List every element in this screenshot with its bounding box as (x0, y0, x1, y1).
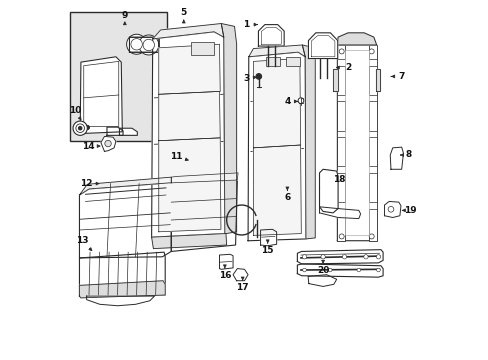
Polygon shape (86, 296, 154, 306)
Circle shape (328, 268, 331, 272)
Polygon shape (171, 173, 238, 183)
Polygon shape (80, 57, 122, 134)
Text: 1: 1 (243, 20, 249, 29)
Polygon shape (80, 177, 171, 195)
Polygon shape (219, 254, 233, 269)
Circle shape (298, 98, 303, 104)
Polygon shape (297, 249, 382, 264)
Bar (337, 95, 376, 102)
Bar (337, 45, 344, 241)
Text: 8: 8 (405, 150, 411, 159)
Circle shape (85, 125, 89, 130)
Polygon shape (297, 264, 382, 277)
Text: 14: 14 (82, 141, 95, 150)
Polygon shape (307, 275, 336, 287)
Text: 18: 18 (332, 175, 345, 184)
Polygon shape (80, 183, 171, 258)
Bar (368, 45, 376, 241)
Polygon shape (258, 24, 284, 46)
Polygon shape (319, 169, 337, 213)
Circle shape (368, 49, 373, 54)
Polygon shape (107, 127, 123, 135)
Bar (265, 58, 280, 66)
Circle shape (131, 39, 142, 50)
Text: 2: 2 (344, 63, 350, 72)
Bar (337, 131, 376, 137)
Text: 13: 13 (76, 236, 88, 245)
Bar (344, 50, 368, 235)
Polygon shape (384, 202, 400, 217)
Circle shape (76, 124, 84, 132)
Polygon shape (337, 33, 376, 45)
Bar (337, 166, 376, 173)
Circle shape (143, 39, 154, 51)
Text: 10: 10 (68, 106, 81, 115)
Circle shape (368, 234, 373, 239)
Polygon shape (159, 44, 220, 94)
Circle shape (320, 255, 325, 259)
Bar (190, 42, 214, 55)
Circle shape (376, 255, 380, 259)
Text: 20: 20 (316, 266, 328, 275)
Polygon shape (159, 91, 220, 141)
Polygon shape (80, 252, 165, 296)
Text: 4: 4 (284, 97, 290, 106)
Circle shape (302, 268, 305, 272)
Text: 6: 6 (284, 193, 290, 202)
Polygon shape (221, 23, 236, 234)
Circle shape (356, 268, 360, 272)
Bar (337, 59, 376, 66)
Polygon shape (151, 234, 226, 249)
Polygon shape (159, 138, 221, 232)
Text: 11: 11 (170, 152, 183, 161)
Polygon shape (247, 52, 305, 241)
Polygon shape (389, 147, 403, 169)
Bar (285, 58, 299, 66)
Text: 5: 5 (180, 8, 186, 17)
Circle shape (139, 35, 159, 55)
Text: 15: 15 (261, 246, 273, 255)
Polygon shape (152, 23, 224, 39)
Polygon shape (260, 229, 276, 246)
Circle shape (339, 234, 344, 239)
Bar (70, 12, 166, 141)
Polygon shape (253, 59, 300, 148)
Text: 16: 16 (218, 271, 231, 280)
Polygon shape (248, 45, 305, 57)
Polygon shape (375, 69, 380, 91)
Polygon shape (101, 136, 116, 152)
Circle shape (387, 206, 393, 212)
Polygon shape (80, 281, 165, 298)
Circle shape (302, 255, 306, 259)
Circle shape (126, 34, 146, 54)
Circle shape (255, 73, 261, 79)
Polygon shape (151, 32, 224, 237)
Text: 19: 19 (404, 206, 416, 215)
Circle shape (78, 126, 82, 130)
Polygon shape (308, 33, 337, 59)
Text: 17: 17 (236, 283, 248, 292)
Circle shape (376, 268, 380, 272)
Polygon shape (319, 207, 360, 219)
Polygon shape (302, 45, 315, 239)
Polygon shape (119, 128, 137, 135)
Polygon shape (129, 37, 159, 52)
Circle shape (342, 255, 346, 259)
Circle shape (363, 255, 367, 259)
Polygon shape (253, 145, 301, 235)
Text: 7: 7 (398, 72, 404, 81)
Polygon shape (171, 180, 237, 251)
Polygon shape (233, 269, 247, 281)
Circle shape (73, 121, 87, 135)
Polygon shape (332, 69, 337, 91)
Text: 12: 12 (80, 179, 93, 188)
Circle shape (104, 140, 111, 147)
Circle shape (339, 49, 344, 54)
Text: 3: 3 (243, 74, 249, 83)
Text: 9: 9 (122, 11, 128, 20)
Bar (337, 202, 376, 208)
Polygon shape (337, 45, 376, 241)
